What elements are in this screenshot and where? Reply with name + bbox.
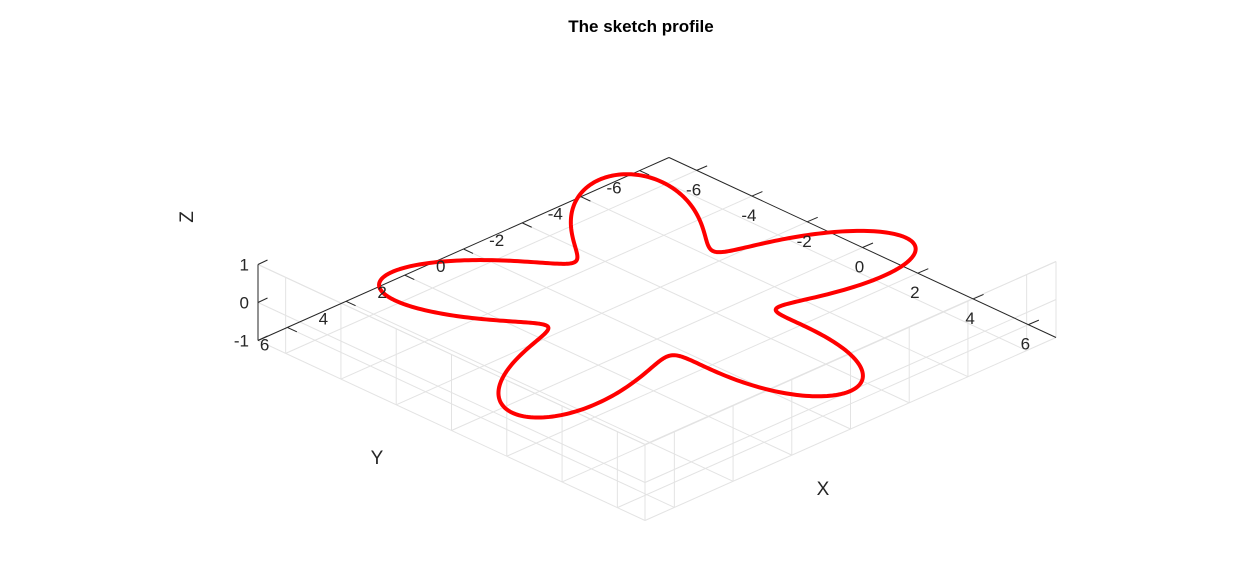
z-tick-label: 0 [240,294,249,313]
x-tick-label: -4 [741,206,756,225]
grid-line-floor-y [404,274,793,456]
x-tick-label: -6 [686,180,701,199]
y-tick-label: -2 [489,231,504,250]
x-axis-label: X [817,479,830,500]
x-tick-label: 0 [855,258,864,277]
x-tick-label: 4 [965,309,974,328]
y-tick-label: 2 [377,283,386,302]
y-tick [463,248,474,254]
y-tick [580,196,591,202]
x-tick [917,268,929,274]
axes [257,157,1057,341]
y-tick-label: -4 [548,205,563,224]
data-layer [377,172,918,420]
z-tick [257,259,268,265]
grid-line-wall-xz [257,340,646,521]
x-tick [807,216,818,223]
y-axis-label: Y [371,448,384,469]
y-tick-label: 0 [436,257,445,276]
x-tick [751,191,763,197]
x-tick [696,165,708,171]
x-tick [1028,319,1040,326]
grid-line-floor-y [287,326,675,508]
z-axis-label: Z [177,211,198,223]
tick-labels: -6 -4 -2 0 2 4 6 -6 -4 -2 0 2 4 6 -1 0 1 [234,179,1030,355]
z-tick-label: -1 [234,332,249,351]
grid [257,169,1057,521]
grid-line-floor-y [345,300,734,482]
z-tick-label: 1 [240,256,249,275]
y-tick [404,274,415,280]
y-tick [345,300,356,307]
grid-line-floor-y [463,248,851,430]
grid-line-wall-yz [644,337,1057,521]
y-tick-label: 6 [260,335,269,354]
box-edge [257,264,646,445]
y-tick [287,326,298,333]
x-tick [972,293,984,300]
z-tick [257,335,268,341]
y-tick [639,170,650,176]
z-tick [257,297,268,303]
x-tick-label: 2 [910,283,919,302]
grid-line-floor-y [521,222,910,404]
grid-line-floor-y [639,170,1027,352]
y-tick-label: 4 [319,309,328,328]
chart-title: The sketch profile [568,17,713,36]
x-tick-label: -2 [797,232,812,251]
grid-line-floor-y [580,196,969,378]
y-tick-label: -6 [606,179,621,198]
y-tick [521,222,532,228]
grid-line-wall-xz [257,302,646,483]
x-tick-label: 6 [1021,335,1030,354]
x-tick [862,242,874,248]
series-line-0 [377,172,918,420]
